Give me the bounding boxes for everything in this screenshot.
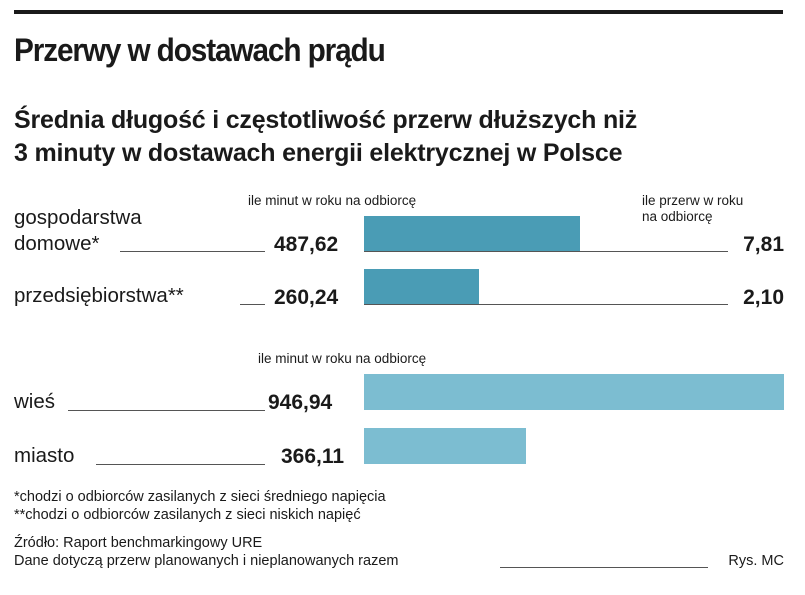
chart1-category-label-0: gospodarstwa domowe*	[14, 205, 142, 257]
chart1-baseline-1	[364, 304, 728, 305]
chart2-bar-0	[364, 374, 784, 410]
chart2-category-label-1: miasto	[14, 444, 75, 467]
chart1-header-count-line1: ile przerw w roku	[642, 193, 744, 208]
chart2-category-label-0: wieś	[14, 390, 56, 413]
chart2-header-minutes: ile minut w roku na odbiorcę	[258, 351, 427, 366]
chart1-leader-left-1	[240, 304, 265, 305]
data-remark: Dane dotyczą przerw planowanych i niepla…	[14, 553, 399, 569]
chart1-value-minutes-0: 487,62	[274, 233, 339, 256]
chart1-bar-0	[364, 216, 580, 251]
chart1-value-minutes-1: 260,24	[274, 286, 339, 309]
chart-subtitle: Średnia długość i częstotliwość przerw d…	[14, 104, 637, 170]
chart1-header-count: ile przerw w roku na odbiorcę	[642, 193, 743, 225]
source-note: Źródło: Raport benchmarkingowy URE	[14, 535, 263, 551]
chart2-value-minutes-1: 366,11	[281, 445, 345, 468]
figure-credit: Rys. MC	[728, 553, 784, 569]
chart1-baseline-0	[364, 251, 728, 252]
chart2-leader-left-1	[96, 464, 265, 465]
chart1-value-count-0: 7,81	[743, 233, 784, 256]
chart2-leader-left-0	[68, 410, 265, 411]
chart-title: Przerwy w dostawach prądu	[14, 32, 386, 68]
chart1-value-count-1: 2,10	[743, 286, 784, 309]
footer-leader-line	[500, 567, 708, 568]
chart1-category-label-0-line1: gospodarstwa	[14, 206, 142, 229]
chart1-category-label-1: przedsiębiorstwa**	[14, 284, 184, 307]
chart2-value-minutes-0: 946,94	[268, 391, 333, 414]
subtitle-line-1: Średnia długość i częstotliwość przerw d…	[14, 106, 638, 134]
subtitle-line-2: 3 minuty w dostawach energii elektryczne…	[14, 139, 623, 167]
chart1-bar-1	[364, 269, 479, 304]
chart1-category-label-0-line2: domowe*	[14, 232, 100, 255]
chart2-bar-1	[364, 428, 526, 464]
chart1-header-minutes: ile minut w roku na odbiorcę	[248, 193, 417, 208]
footnote-1: *chodzi o odbiorców zasilanych z sieci ś…	[14, 489, 386, 505]
footnote-2: **chodzi o odbiorców zasilanych z sieci …	[14, 507, 361, 523]
top-rule	[14, 10, 783, 14]
chart1-header-count-line2: na odbiorcę	[642, 209, 713, 224]
chart1-leader-left-0	[120, 251, 265, 252]
